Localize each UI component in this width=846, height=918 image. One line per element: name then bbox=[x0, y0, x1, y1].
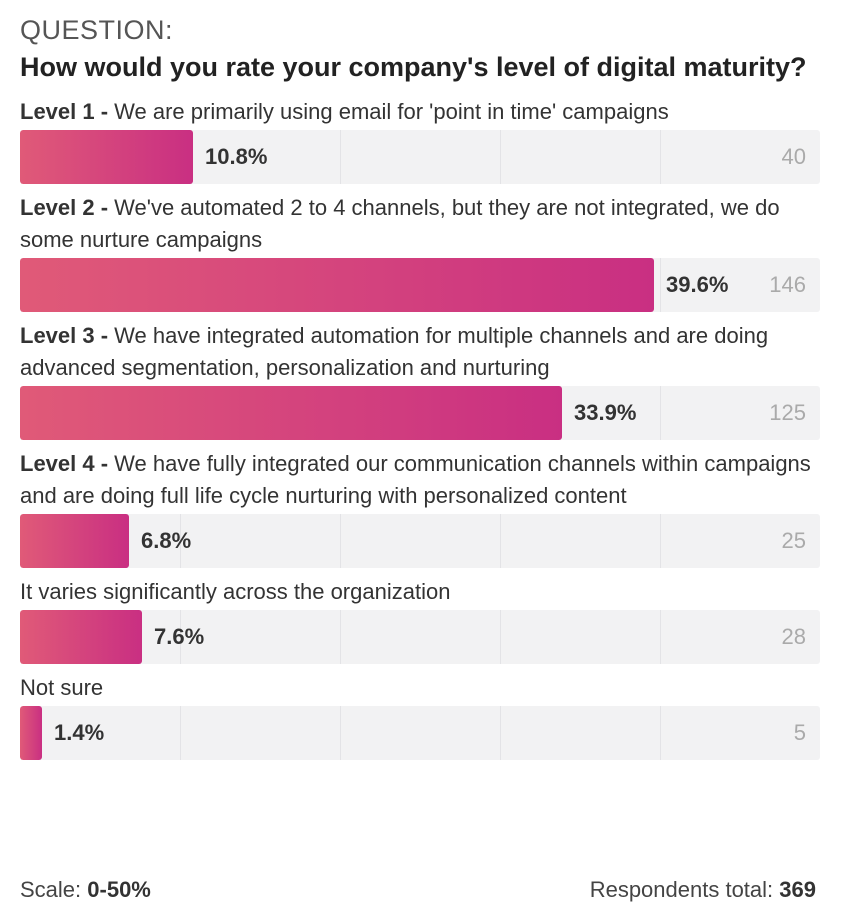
bar bbox=[20, 258, 654, 312]
question-title: How would you rate your company's level … bbox=[20, 52, 807, 82]
count-label: 125 bbox=[769, 400, 806, 425]
count-label: 5 bbox=[793, 720, 806, 745]
answer-text: Not sure bbox=[20, 675, 104, 700]
gridline bbox=[660, 386, 661, 440]
chart-footer: Scale: 0-50% Respondents total: 369 bbox=[20, 872, 816, 908]
respondents-info: Respondents total: 369 bbox=[590, 872, 816, 908]
bar-track: 6.8% 25 bbox=[20, 514, 820, 568]
gridline bbox=[660, 258, 661, 312]
gridline bbox=[180, 514, 181, 568]
answer-row: Level 4 - We have fully integrated our c… bbox=[20, 448, 820, 568]
gridline bbox=[500, 706, 501, 760]
answer-level: Level 1 - bbox=[20, 99, 115, 124]
answer-label: It varies significantly across the organ… bbox=[20, 576, 820, 608]
bar bbox=[20, 130, 193, 184]
gridline bbox=[660, 514, 661, 568]
bar bbox=[20, 514, 129, 568]
answer-label: Level 1 - We are primarily using email f… bbox=[20, 96, 820, 128]
gridline bbox=[660, 610, 661, 664]
answer-text: We have integrated automation for multip… bbox=[20, 323, 769, 380]
bar-track: 1.4% 5 bbox=[20, 706, 820, 760]
answer-label: Level 3 - We have integrated automation … bbox=[20, 320, 820, 384]
answer-row: It varies significantly across the organ… bbox=[20, 576, 820, 664]
scale-label: Scale: bbox=[20, 877, 88, 902]
gridline bbox=[340, 706, 341, 760]
respondents-value: 369 bbox=[779, 877, 816, 902]
gridline bbox=[340, 514, 341, 568]
gridline bbox=[340, 610, 341, 664]
bar bbox=[20, 610, 142, 664]
answer-level: Level 4 - bbox=[20, 451, 115, 476]
bar-track: 39.6% 146 bbox=[20, 258, 820, 312]
answer-row: Level 3 - We have integrated automation … bbox=[20, 320, 820, 440]
gridline bbox=[180, 610, 181, 664]
gridline bbox=[660, 130, 661, 184]
gridline bbox=[500, 514, 501, 568]
answer-text: We are primarily using email for 'point … bbox=[114, 99, 669, 124]
count-label: 40 bbox=[781, 144, 806, 169]
answer-label: Not sure bbox=[20, 672, 820, 704]
gridline bbox=[660, 706, 661, 760]
chart-container: QUESTION: How would you rate your compan… bbox=[20, 12, 820, 768]
answer-level: Level 2 - bbox=[20, 195, 115, 220]
answer-label: Level 2 - We've automated 2 to 4 channel… bbox=[20, 192, 820, 256]
percent-label: 39.6% bbox=[666, 272, 729, 297]
gridline bbox=[500, 610, 501, 664]
bar-track: 7.6% 28 bbox=[20, 610, 820, 664]
scale-value: 0-50% bbox=[87, 877, 151, 902]
gridline bbox=[340, 130, 341, 184]
gridline bbox=[180, 706, 181, 760]
gridline bbox=[500, 130, 501, 184]
answer-label: Level 4 - We have fully integrated our c… bbox=[20, 448, 820, 512]
count-label: 28 bbox=[781, 624, 806, 649]
answer-list: Level 1 - We are primarily using email f… bbox=[20, 96, 820, 760]
answer-row: Level 2 - We've automated 2 to 4 channel… bbox=[20, 192, 820, 312]
percent-label: 10.8% bbox=[205, 144, 268, 169]
bar bbox=[20, 706, 42, 760]
question-label: QUESTION: bbox=[20, 15, 174, 45]
answer-text: We've automated 2 to 4 channels, but the… bbox=[20, 195, 780, 252]
percent-label: 33.9% bbox=[574, 400, 637, 425]
answer-text: It varies significantly across the organ… bbox=[20, 579, 451, 604]
percent-label: 7.6% bbox=[154, 624, 205, 649]
percent-label: 6.8% bbox=[141, 528, 192, 553]
bar-track: 10.8% 40 bbox=[20, 130, 820, 184]
scale-info: Scale: 0-50% bbox=[20, 872, 151, 908]
percent-label: 1.4% bbox=[54, 720, 105, 745]
answer-level: Level 3 - bbox=[20, 323, 115, 348]
answer-text: We have fully integrated our communicati… bbox=[20, 451, 811, 508]
answer-row: Not sure 1.4% 5 bbox=[20, 672, 820, 760]
respondents-label: Respondents total: bbox=[589, 877, 780, 902]
answer-row: Level 1 - We are primarily using email f… bbox=[20, 96, 820, 184]
count-label: 25 bbox=[781, 528, 806, 553]
bar bbox=[20, 386, 562, 440]
count-label: 146 bbox=[769, 272, 806, 297]
bar-track: 33.9% 125 bbox=[20, 386, 820, 440]
